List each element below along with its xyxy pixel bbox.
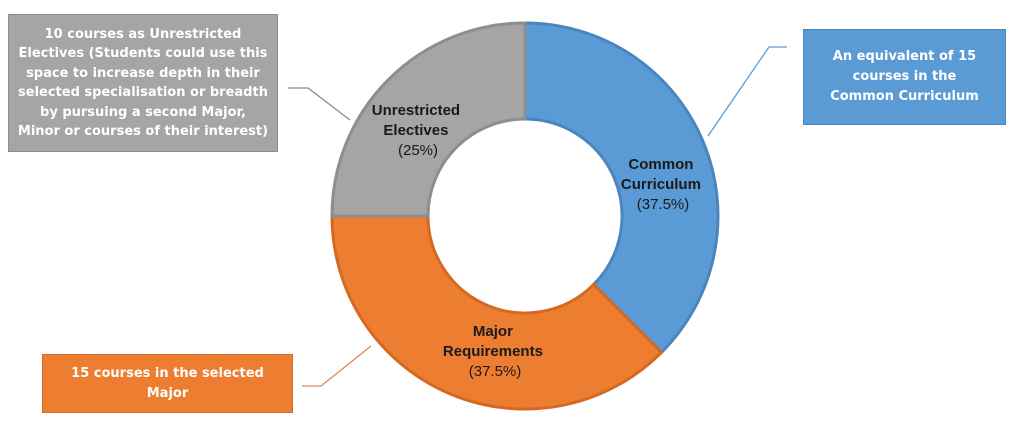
label-major: Major Requirements (37.5%) [443,323,547,380]
connector-major [302,345,372,387]
callout-electives-text: 10 courses as Unrestricted Electives (St… [17,26,269,140]
callout-major-requirements: 15 courses in the selected Major [42,354,293,413]
segment-unrestricted-electives[interactable] [330,21,527,218]
connector-electives [288,87,351,121]
callout-common-text: An equivalent of 15 courses in the Commo… [830,49,979,104]
segment-major-requirements[interactable] [330,214,664,411]
label-electives: Unrestricted Electives (25%) [372,102,465,159]
callout-common-curriculum: An equivalent of 15 courses in the Commo… [803,29,1006,125]
label-common: Common Curriculum (37.5%) [621,156,705,213]
segment-common-curriculum[interactable] [523,21,720,355]
callout-major-text: 15 courses in the selected Major [71,365,264,401]
connector-common [707,46,787,137]
callout-unrestricted-electives: 10 courses as Unrestricted Electives (St… [8,14,278,152]
